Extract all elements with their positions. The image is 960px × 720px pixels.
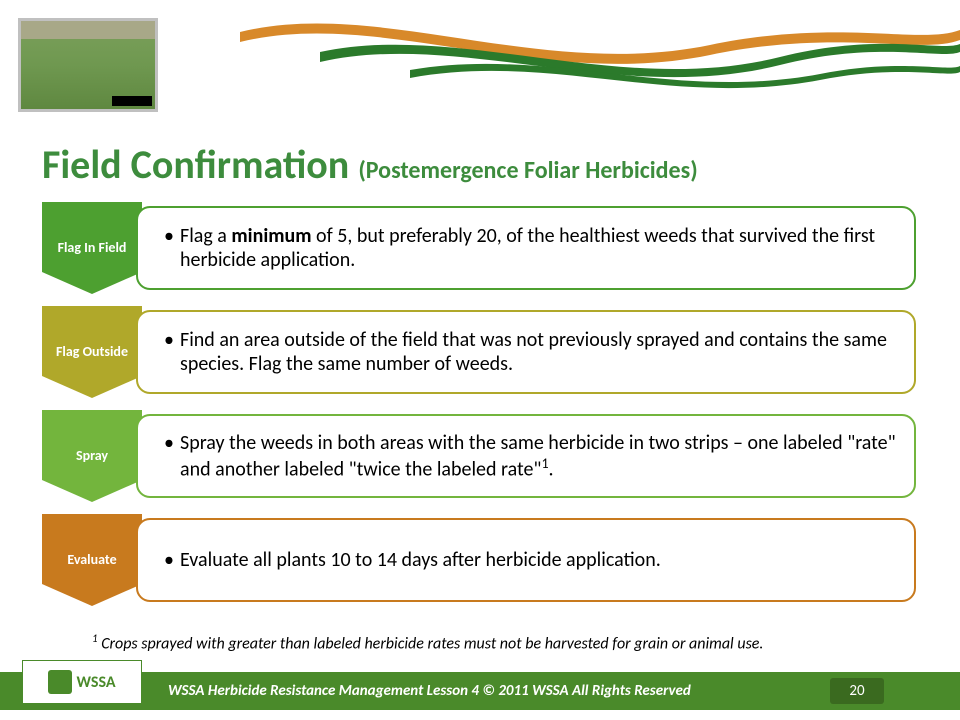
- footnote-text: Crops sprayed with greater than labeled …: [98, 634, 764, 653]
- text: .: [549, 457, 554, 481]
- footer-bar: WSSA WSSA Herbicide Resistance Managemen…: [0, 672, 960, 710]
- process-row: Flag In Field Flag a minimum of 5, but p…: [42, 202, 918, 294]
- slide-header: [0, 0, 960, 120]
- text: Find an area outside of the field that w…: [180, 328, 887, 376]
- process-row: Evaluate Evaluate all plants 10 to 14 da…: [42, 514, 918, 606]
- decorative-swoosh: [240, 0, 960, 110]
- step-chevron: Flag Outside: [42, 306, 142, 398]
- process-rows: Flag In Field Flag a minimum of 5, but p…: [42, 202, 918, 618]
- step-description: Evaluate all plants 10 to 14 days after …: [136, 518, 916, 602]
- text-bold: minimum: [231, 224, 311, 248]
- slide-title: Field Confirmation (Postemergence Foliar…: [42, 140, 918, 189]
- step-description: Find an area outside of the field that w…: [136, 310, 916, 394]
- process-row: Spray Spray the weeds in both areas with…: [42, 410, 918, 502]
- title-subtitle: (Postemergence Foliar Herbicides): [358, 156, 697, 185]
- text: Spray the weeds in both areas with the s…: [180, 431, 896, 482]
- footnote: 1 Crops sprayed with greater than labele…: [92, 632, 763, 653]
- process-row: Flag Outside Find an area outside of the…: [42, 306, 918, 398]
- step-chevron: Evaluate: [42, 514, 142, 606]
- step-label: Spray: [72, 448, 112, 465]
- field-thumbnail: [18, 18, 158, 112]
- text: Evaluate all plants 10 to 14 days after …: [180, 548, 661, 572]
- wssa-logo: WSSA: [22, 660, 142, 704]
- footer-text: WSSA Herbicide Resistance Management Les…: [168, 682, 691, 700]
- sup: 1: [541, 455, 548, 472]
- step-chevron: Flag In Field: [42, 202, 142, 294]
- step-chevron: Spray: [42, 410, 142, 502]
- title-main: Field Confirmation: [42, 140, 358, 189]
- step-label: Flag Outside: [52, 344, 132, 361]
- step-label: Flag In Field: [54, 240, 131, 257]
- text: Flag a: [180, 224, 231, 248]
- step-description: Flag a minimum of 5, but preferably 20, …: [136, 206, 916, 290]
- page-number: 20: [830, 678, 884, 704]
- step-description: Spray the weeds in both areas with the s…: [136, 414, 916, 498]
- step-label: Evaluate: [63, 552, 120, 569]
